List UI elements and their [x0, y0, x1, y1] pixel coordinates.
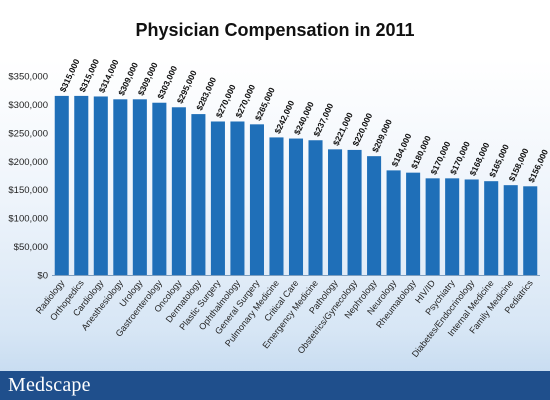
data-label: $265,000 — [253, 86, 277, 123]
bar — [249, 124, 264, 275]
bar — [503, 185, 518, 275]
bar-chart: $0 $50,000 $100,000 $150,000 $200,000 $250,00… — [8, 57, 550, 359]
y-tick-label: $300,000 — [8, 100, 48, 111]
chart-title: Physician Compensation in 2011 — [135, 20, 415, 40]
bar — [269, 137, 284, 275]
y-tick-label: $200,000 — [8, 157, 48, 168]
y-tick-label: $50,000 — [14, 242, 48, 253]
bar — [210, 121, 225, 275]
bar — [171, 107, 186, 276]
y-tick-label: $350,000 — [8, 72, 48, 83]
bar — [367, 156, 382, 275]
bar — [191, 114, 206, 275]
y-tick-label: $250,000 — [8, 128, 48, 139]
bar — [425, 178, 440, 275]
bar — [386, 170, 401, 275]
medscape-logo: Medscape — [8, 374, 91, 396]
data-label: $283,000 — [194, 75, 218, 112]
bar — [464, 179, 479, 275]
bar — [347, 149, 362, 275]
bar — [288, 138, 304, 275]
data-label: $303,000 — [155, 64, 179, 101]
y-tick-label: $100,000 — [8, 214, 48, 225]
bar — [445, 178, 460, 275]
data-label: $156,000 — [526, 148, 550, 185]
data-label: $165,000 — [487, 142, 511, 179]
bar — [308, 140, 323, 275]
bar — [54, 95, 69, 276]
data-label: $180,000 — [409, 134, 433, 171]
bar — [132, 99, 147, 275]
bar — [93, 96, 108, 276]
data-label: $237,000 — [311, 101, 335, 138]
bar — [406, 172, 421, 275]
bar — [113, 99, 128, 275]
bar — [484, 181, 499, 275]
y-tick-label: $150,000 — [8, 185, 48, 196]
bar — [74, 95, 89, 276]
data-label: $209,000 — [370, 117, 394, 154]
bar — [152, 102, 167, 275]
bar — [230, 121, 245, 275]
data-label: $295,000 — [175, 69, 199, 106]
footer-bar: Medscape — [0, 371, 550, 400]
bar — [328, 149, 343, 275]
bar — [523, 186, 538, 275]
y-tick-label: $0 — [37, 271, 48, 282]
